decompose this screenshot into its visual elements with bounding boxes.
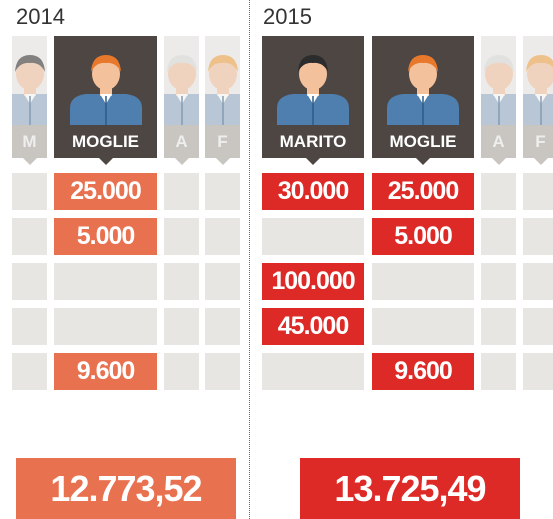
person-label: M <box>12 125 47 158</box>
pointer <box>491 158 506 165</box>
person-column: F <box>523 36 553 158</box>
amount-cell <box>523 173 553 210</box>
divider <box>249 0 250 519</box>
amount-cell <box>205 263 240 300</box>
amount-cell <box>164 218 199 255</box>
pointer <box>98 158 113 165</box>
year-label: 2015 <box>263 4 312 29</box>
amount-cell: 30.000 <box>262 173 364 210</box>
person-icon <box>277 55 349 132</box>
amount-cell <box>372 263 474 300</box>
amount-cell <box>372 308 474 345</box>
amount-cell <box>12 308 47 345</box>
amount-cell <box>481 173 516 210</box>
amount-cell: 9.600 <box>372 353 474 390</box>
amount-cell <box>164 173 199 210</box>
amount-cell: 45.000 <box>262 308 364 345</box>
amount-cell <box>481 353 516 390</box>
person-icon <box>523 55 553 132</box>
pointer <box>416 158 430 165</box>
amount-cell <box>205 353 240 390</box>
year-label: 2014 <box>16 4 65 29</box>
amount-cell <box>54 263 157 300</box>
amount-cell: 5.000 <box>54 218 157 255</box>
person-column: MOGLIE <box>372 36 474 158</box>
amount-cell <box>205 308 240 345</box>
amount-cell <box>481 218 516 255</box>
person-label: MOGLIE <box>372 125 474 158</box>
person-label: F <box>205 125 240 158</box>
pointer <box>533 158 548 165</box>
amount-cell <box>12 173 47 210</box>
amount-cell <box>523 263 553 300</box>
amount-cell <box>481 263 516 300</box>
amount-cell: 9.600 <box>54 353 157 390</box>
amount-cell <box>262 218 364 255</box>
amount-cell <box>523 308 553 345</box>
amount-cell <box>12 263 47 300</box>
amount-cell <box>12 218 47 255</box>
pointer <box>22 158 37 165</box>
amount-cell <box>523 218 553 255</box>
pointer <box>215 158 230 165</box>
person-column: A <box>481 36 516 158</box>
person-icon <box>387 55 459 132</box>
amount-cell <box>205 218 240 255</box>
person-icon <box>205 55 240 132</box>
person-label: MOGLIE <box>54 125 157 158</box>
amount-cell: 25.000 <box>54 173 157 210</box>
person-icon <box>481 55 516 132</box>
person-label: MARITO <box>262 125 364 158</box>
amount-cell <box>164 263 199 300</box>
pointer <box>174 158 189 165</box>
amount-cell <box>523 353 553 390</box>
pointer <box>306 158 320 165</box>
person-column: A <box>164 36 199 158</box>
person-column: MARITO <box>262 36 364 158</box>
total-box: 13.725,49 <box>300 458 520 519</box>
amount-cell: 5.000 <box>372 218 474 255</box>
person-icon <box>164 55 199 132</box>
amount-cell <box>205 173 240 210</box>
total-box: 12.773,52 <box>16 458 236 519</box>
person-column: MOGLIE <box>54 36 157 158</box>
person-column: F <box>205 36 240 158</box>
amount-cell <box>12 353 47 390</box>
amount-cell: 100.000 <box>262 263 364 300</box>
person-icon <box>12 55 47 132</box>
amount-cell <box>481 308 516 345</box>
person-column: M <box>12 36 47 158</box>
person-label: F <box>523 125 553 158</box>
person-label: A <box>481 125 516 158</box>
amount-cell <box>164 308 199 345</box>
amount-cell <box>54 308 157 345</box>
person-label: A <box>164 125 199 158</box>
amount-cell <box>262 353 364 390</box>
person-icon <box>69 55 142 132</box>
amount-cell <box>164 353 199 390</box>
amount-cell: 25.000 <box>372 173 474 210</box>
